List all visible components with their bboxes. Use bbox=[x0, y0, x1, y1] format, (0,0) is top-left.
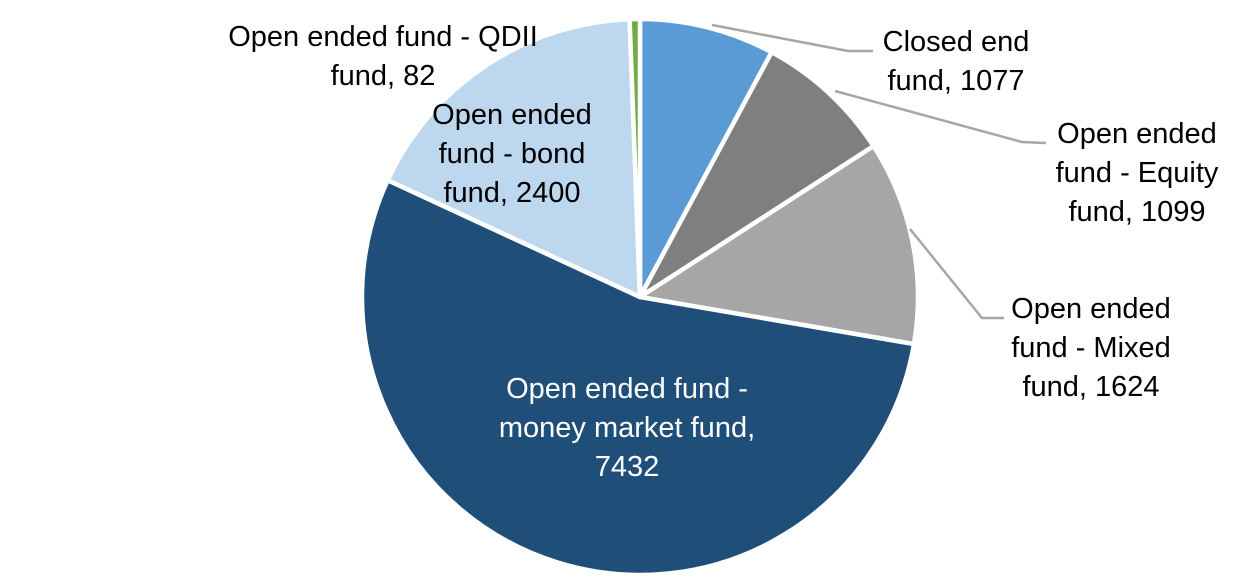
label-line: Open ended fund - QDII bbox=[228, 21, 538, 53]
label-closed-end-fund: Closed end fund, 1077 bbox=[836, 23, 1076, 101]
label-line: fund, 1624 bbox=[1022, 371, 1160, 403]
leader-line-mixed-fund bbox=[909, 228, 1004, 320]
label-line: money market fund, bbox=[498, 412, 756, 444]
pie-slice-open-ended-fund-money-market-fund bbox=[359, 177, 917, 578]
label-line: Open ended fund - bbox=[506, 373, 748, 405]
label-mixed-fund: Open ended fund - Mixed fund, 1624 bbox=[971, 290, 1211, 407]
label-line: 7432 bbox=[594, 451, 660, 483]
pie-slice-open-ended-fund-mixed-fund bbox=[637, 143, 921, 347]
label-line: fund - bond bbox=[438, 138, 586, 170]
label-line: Open ended bbox=[432, 99, 592, 131]
label-line: fund, 1077 bbox=[887, 65, 1025, 97]
label-line: fund, 1099 bbox=[1068, 196, 1206, 228]
label-line: fund - Mixed bbox=[1011, 332, 1171, 364]
label-line: fund - Equity bbox=[1055, 157, 1219, 189]
leader-line-equity-fund bbox=[834, 89, 1047, 145]
label-money-market-fund: Open ended fund - money market fund, 743… bbox=[457, 370, 797, 487]
pie-slice-open-ended-fund-qdii-fund bbox=[627, 16, 643, 300]
pie-slice-open-ended-fund-equity-fund bbox=[637, 49, 876, 300]
label-equity-fund: Open ended fund - Equity fund, 1099 bbox=[1017, 115, 1250, 232]
label-line: fund, 82 bbox=[330, 60, 436, 92]
label-bond-fund: Open ended fund - bond fund, 2400 bbox=[382, 96, 642, 213]
label-qdii-fund: Open ended fund - QDII fund, 82 bbox=[173, 18, 593, 96]
label-line: fund, 2400 bbox=[443, 177, 581, 209]
pie-slice-closed-end-fund bbox=[637, 16, 774, 300]
label-line: Open ended bbox=[1057, 118, 1217, 150]
label-line: Closed end bbox=[882, 26, 1030, 58]
leader-line-closed-end-fund bbox=[711, 23, 873, 53]
label-line: Open ended bbox=[1011, 293, 1171, 325]
pie-slice-open-ended-fund-bond-fund bbox=[385, 16, 643, 300]
